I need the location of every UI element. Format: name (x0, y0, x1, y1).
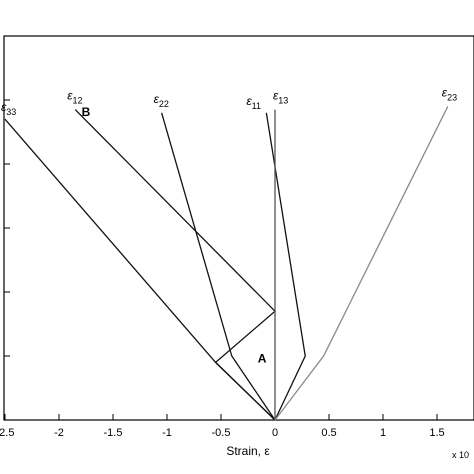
series-label-subscript: 22 (159, 99, 169, 109)
annotation-A: A (258, 351, 267, 365)
series-label-33: ε33 (1, 100, 16, 117)
annotations: AB (82, 105, 267, 365)
series-label-base: ε (246, 94, 252, 108)
x-tick-label: -1 (162, 427, 172, 439)
x-tick-label: -1.5 (104, 427, 123, 439)
x-tick-label: 1 (380, 427, 386, 439)
series-label-subscript: 23 (447, 92, 457, 102)
x-axis-label: Strain, ε (226, 444, 270, 458)
series-line-23 (274, 106, 449, 421)
series-line-22 (160, 112, 276, 421)
series-label-subscript: 33 (6, 107, 16, 117)
series-label-11: ε11 (246, 94, 261, 111)
series-label-subscript: 12 (72, 96, 82, 106)
series-label-23: ε23 (442, 85, 457, 102)
x-tick-label: 1.5 (429, 427, 444, 439)
annotation-B: B (82, 105, 91, 119)
series-label-12: ε12 (67, 89, 82, 106)
x-tick-label: 0 (272, 427, 278, 439)
x-tick-label: 0.5 (321, 427, 336, 439)
series-label-base: ε (1, 100, 7, 114)
axis-ticks: -2.5 -2 -1.5 -1 -0.5 0 0.5 1 1.5 (0, 35, 445, 439)
x-multiplier-label: x 10 (452, 450, 469, 460)
series-line-12 (74, 109, 276, 421)
series-label-subscript: 11 (252, 101, 261, 111)
plot-frame (3, 35, 474, 421)
x-tick-label: -2 (54, 427, 64, 439)
series-lines (4, 106, 449, 421)
series-label-13: ε13 (273, 89, 288, 106)
series-label-base: ε (442, 85, 448, 99)
x-tick-label: -2.5 (0, 427, 14, 439)
series-line-11 (265, 112, 306, 421)
series-label-subscript: 13 (278, 96, 288, 106)
x-tick-label: -0.5 (212, 427, 231, 439)
series-label-base: ε (154, 92, 160, 106)
series-label-base: ε (273, 89, 279, 103)
series-label-base: ε (67, 89, 73, 103)
series-label-22: ε22 (154, 92, 169, 109)
